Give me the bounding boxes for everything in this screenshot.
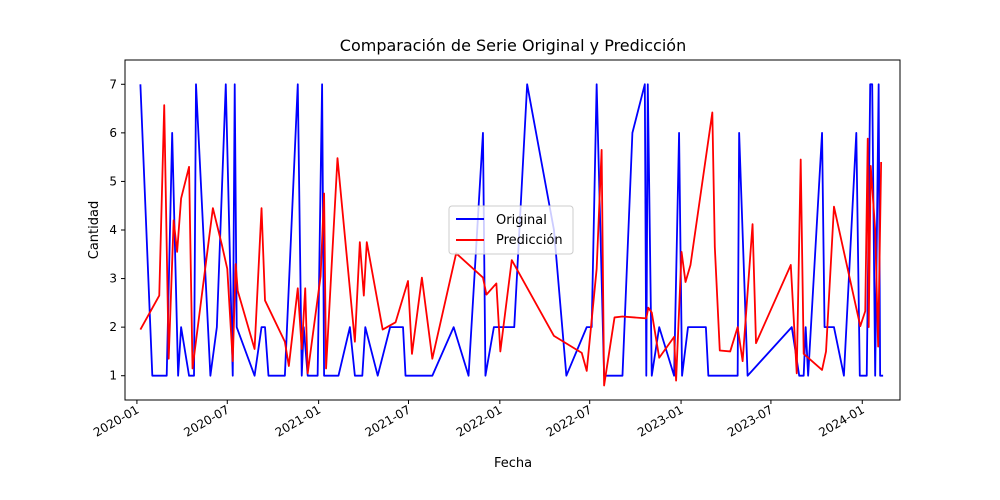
y-tick-label: 5 — [109, 174, 117, 188]
plot-area — [139, 83, 884, 387]
legend-label-prediccion: Predicción — [496, 233, 563, 248]
y-axis: 1 2 3 4 5 6 7 — [109, 77, 125, 383]
chart-title: Comparación de Serie Original y Predicci… — [340, 36, 686, 55]
y-tick-label: 6 — [109, 126, 117, 140]
x-axis-title: Fecha — [494, 456, 532, 471]
legend: Original Predicción — [448, 205, 574, 255]
y-axis-title: Cantidad — [87, 201, 102, 259]
y-tick-label: 1 — [109, 369, 117, 383]
series-layer — [139, 83, 884, 387]
y-tick-label: 7 — [109, 77, 117, 91]
legend-label-original: Original — [496, 213, 547, 228]
series-line-prediccion — [139, 104, 883, 387]
y-tick-label: 3 — [109, 272, 117, 286]
y-tick-label: 2 — [109, 320, 117, 334]
y-tick-label: 4 — [109, 223, 117, 237]
